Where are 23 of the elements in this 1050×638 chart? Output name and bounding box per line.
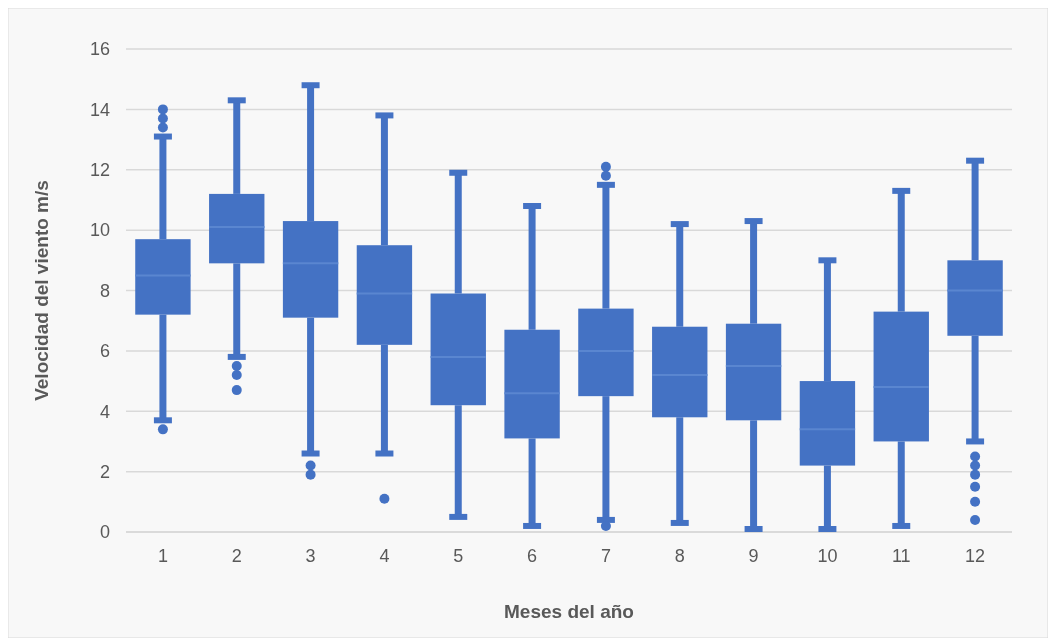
x-axis-title: Meses del año (504, 601, 634, 622)
y-tick-label: 16 (89, 39, 110, 60)
y-tick-label: 12 (89, 160, 110, 181)
x-tick-label: 6 (527, 546, 538, 566)
y-tick-label: 0 (99, 522, 110, 543)
x-tick-label: 4 (379, 546, 390, 566)
y-axis-title: Velocidad del viento m/s (31, 180, 52, 401)
x-tick-label: 12 (965, 546, 986, 566)
x-tick-label: 8 (674, 546, 685, 566)
x-tick-label: 11 (891, 546, 911, 566)
x-tick-label: 10 (817, 546, 838, 566)
x-tick-label: 5 (453, 546, 464, 566)
y-tick-label: 4 (99, 401, 110, 422)
x-tick-label: 3 (305, 546, 316, 566)
y-tick-label: 14 (89, 99, 110, 120)
y-tick-label: 2 (99, 461, 110, 482)
x-tick-label: 1 (157, 546, 168, 566)
x-tick-label: 9 (748, 546, 759, 566)
y-tick-label: 8 (99, 280, 110, 301)
x-tick-label: 2 (231, 546, 242, 566)
y-tick-label: 6 (99, 341, 110, 362)
y-tick-label: 10 (89, 220, 110, 241)
x-tick-label: 7 (600, 546, 611, 566)
